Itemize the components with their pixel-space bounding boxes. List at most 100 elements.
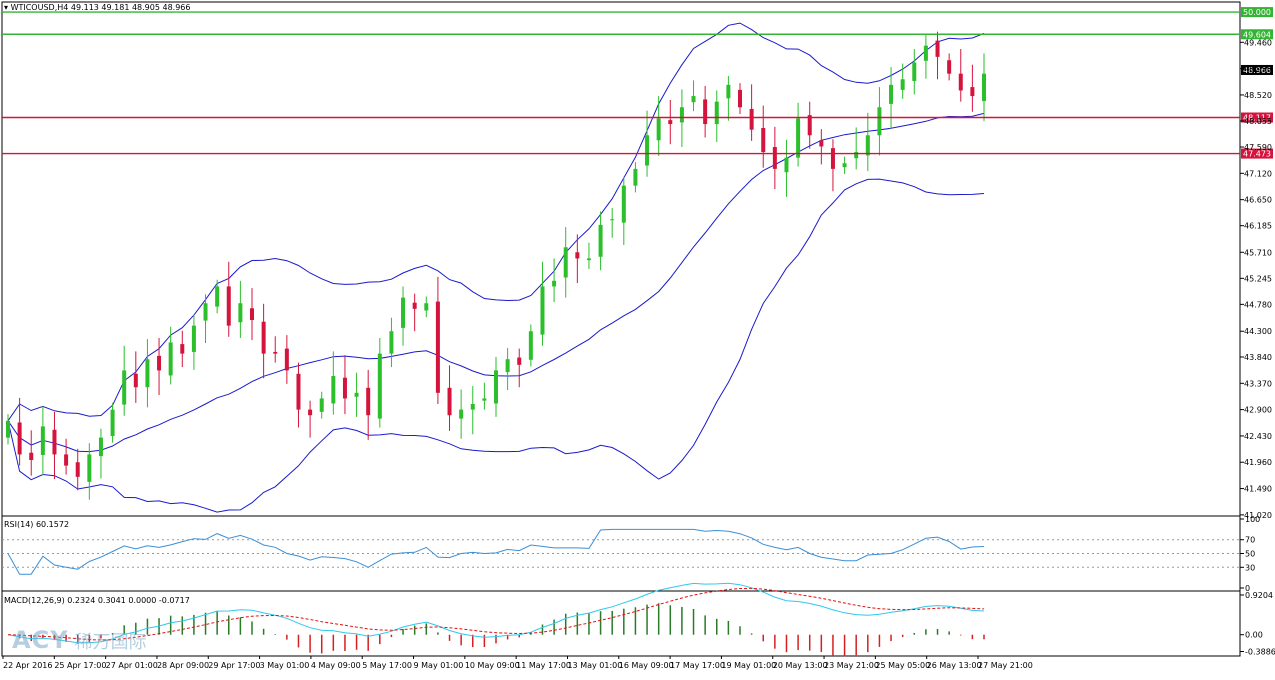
candle (191, 314, 196, 370)
candle-body (168, 342, 173, 376)
time-tick-label: 4 May 09:00 (311, 661, 361, 670)
candle-body (691, 96, 696, 103)
candle-body (714, 101, 719, 125)
level-tag-support (1241, 148, 1273, 159)
macd-header: MACD(12,26,9) 0.2324 0.3041 0.0000 -0.07… (4, 596, 190, 605)
price-tick-label: 41.490 (1244, 485, 1272, 494)
rsi-tick-label: 50 (1245, 550, 1255, 559)
price-tick-label: 44.780 (1244, 300, 1272, 309)
candle-body (145, 359, 150, 388)
candle-body (575, 252, 580, 259)
candle (540, 261, 545, 346)
candle (633, 162, 638, 193)
candle-body (958, 73, 963, 91)
candle-body (6, 420, 10, 438)
candle (970, 64, 975, 112)
price-tick-label: 45.710 (1244, 248, 1272, 257)
candle (900, 63, 905, 99)
candle (354, 372, 359, 417)
candle-body (75, 462, 80, 477)
candle-body (540, 286, 545, 335)
candle-body (331, 376, 336, 404)
candle (342, 355, 347, 415)
time-tick-label: 10 May 09:00 (465, 661, 520, 670)
candle (505, 348, 510, 391)
time-tick-label: 28 Apr 09:00 (157, 661, 209, 670)
candle (784, 139, 789, 197)
candle (749, 84, 754, 141)
price-tick-label: 48.520 (1244, 91, 1272, 100)
candle (215, 279, 220, 314)
time-tick-label: 26 May 13:00 (927, 661, 982, 670)
price-tick-label: 43.840 (1244, 353, 1272, 362)
candle-body (842, 163, 847, 168)
candle (296, 362, 301, 428)
price-tick-label: 49.460 (1244, 38, 1272, 47)
price-tick-label: 42.900 (1244, 406, 1272, 415)
candle (889, 66, 894, 129)
candle (366, 369, 371, 440)
candle (64, 438, 69, 475)
candle-body (342, 377, 347, 399)
candle-body (180, 344, 185, 354)
candle (935, 31, 940, 80)
candle (203, 294, 208, 343)
candle (273, 336, 278, 363)
price-tick-label: 48.990 (1244, 65, 1272, 74)
candle (982, 53, 986, 122)
candle (796, 102, 801, 167)
candle (319, 391, 324, 419)
candle-body (865, 135, 870, 156)
candle-body (726, 84, 731, 99)
macd-line (7, 582, 985, 644)
candle (621, 176, 626, 246)
candle (284, 335, 289, 384)
bollinger-lower (7, 178, 985, 513)
candle-body (633, 168, 638, 186)
candle (157, 337, 162, 396)
time-tick-label: 16 May 09:00 (619, 661, 674, 670)
rsi-tick-label: 70 (1245, 536, 1255, 545)
time-tick-label: 25 May 05:00 (875, 661, 930, 670)
time-tick-label: 17 May 17:00 (670, 661, 725, 670)
current-price-tag (1241, 64, 1273, 75)
candle-body (552, 280, 557, 287)
candle-body (52, 429, 57, 455)
candle-body (122, 370, 127, 405)
candle (923, 34, 928, 79)
candle-body (923, 45, 928, 61)
candle (308, 400, 313, 438)
candle-body (738, 89, 742, 108)
candle-body (319, 398, 324, 412)
candle (412, 293, 417, 332)
rsi-tick-label: 30 (1245, 563, 1255, 572)
candle-body (133, 373, 138, 388)
candle (238, 280, 243, 338)
time-tick-label: 27 Apr 01:00 (106, 661, 158, 670)
candle (401, 286, 406, 346)
candle-body (157, 355, 162, 371)
candle (714, 90, 719, 142)
candle-body (284, 348, 289, 371)
candle-body (87, 454, 92, 482)
candle-body (401, 297, 406, 328)
candle-body (854, 152, 859, 159)
candle (470, 386, 475, 435)
time-tick-label: 3 May 01:00 (260, 661, 310, 670)
candle (772, 126, 777, 190)
candle-body (250, 308, 254, 321)
candle-body (366, 387, 371, 416)
time-tick-label: 13 May 01:00 (567, 661, 622, 670)
rsi-tick-label: 100 (1245, 515, 1260, 524)
price-tick-label: 41.020 (1244, 511, 1272, 520)
candle (389, 317, 394, 368)
candle-body (308, 409, 313, 416)
macd-tick-label: 0.9204 (1245, 591, 1273, 600)
candle-body (261, 321, 266, 354)
price-tick-label: 47.120 (1244, 169, 1272, 178)
candle-body (900, 79, 905, 90)
candle-body (203, 303, 208, 321)
candle-body (40, 426, 45, 455)
price-tick-label: 42.430 (1244, 432, 1272, 441)
